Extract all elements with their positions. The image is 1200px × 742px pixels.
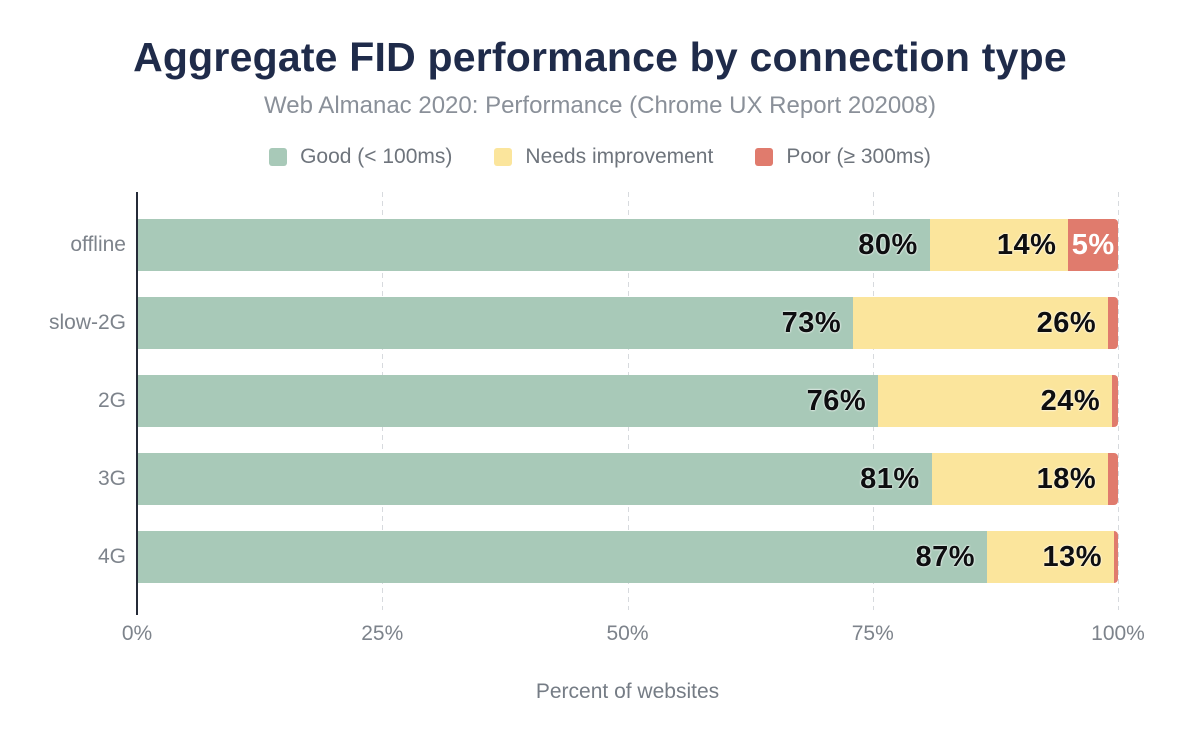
x-axis-ticks: 0% 25% 50% 75% 100%: [122, 622, 1145, 648]
x-tick-label: 75%: [851, 622, 894, 645]
legend-item-good[interactable]: Good (< 100ms): [269, 145, 452, 169]
bar-row-slow-2G: slow-2G 73% 26%: [49, 297, 1118, 349]
bar-segment-good[interactable]: 80%: [137, 219, 930, 271]
x-tick-label: 100%: [1091, 622, 1145, 645]
category-label: 3G: [97, 467, 126, 490]
bar-value-label: 18%: [1036, 462, 1097, 495]
bar-row-offline: offline 80% 14% 5%: [70, 219, 1119, 271]
bar-segment-needs[interactable]: 26%: [853, 297, 1109, 349]
bar-value-label: 14%: [996, 228, 1057, 261]
legend-label: Good (< 100ms): [300, 145, 453, 168]
category-label: 4G: [97, 545, 126, 568]
bar-segment-needs[interactable]: 24%: [878, 375, 1113, 427]
bar-segment-needs[interactable]: 18%: [931, 453, 1109, 505]
chart-subtitle: Web Almanac 2020: Performance (Chrome UX…: [264, 92, 936, 119]
bar-row-2G: 2G 76% 24%: [98, 375, 1118, 427]
gridline: [1118, 192, 1119, 610]
category-label: offline: [70, 233, 126, 256]
plot-area: offline 80% 14% 5% slow-2G 73% 26% 2G 76% 24% 3G 81…: [49, 192, 1119, 615]
chart-title: Aggregate FID performance by connection …: [133, 34, 1067, 80]
bar-segment-good[interactable]: 73%: [137, 297, 854, 349]
x-tick-label: 0%: [121, 622, 153, 645]
bar-segment-needs[interactable]: 13%: [987, 531, 1115, 583]
bar-segment-poor[interactable]: 5%: [1068, 219, 1119, 271]
bar-rows: offline 80% 14% 5% slow-2G 73% 26% 2G 76% 24% 3G 81…: [49, 192, 1119, 610]
bar-segment-poor[interactable]: [1112, 375, 1118, 427]
bar-value-label: 13%: [1042, 540, 1103, 573]
bar-segment-poor[interactable]: [1108, 453, 1118, 505]
legend-item-poor[interactable]: Poor (≥ 300ms): [755, 145, 931, 169]
y-axis-line: [136, 192, 138, 615]
bar-row-3G: 3G 81% 18%: [98, 453, 1118, 505]
bar-value-label: 24%: [1040, 384, 1101, 417]
legend-swatch-icon: [269, 148, 288, 166]
x-tick-label: 50%: [606, 622, 649, 645]
legend-label: Needs improvement: [525, 145, 714, 168]
x-axis-label: Percent of websites: [535, 680, 720, 703]
legend-label: Poor (≥ 300ms): [786, 145, 931, 168]
bar-segment-poor[interactable]: [1114, 531, 1118, 583]
bar-value-label: 76%: [806, 384, 867, 417]
bar-row-4G: 4G 87% 13%: [98, 531, 1118, 583]
category-label: slow-2G: [48, 311, 126, 334]
bar-segment-needs[interactable]: 14%: [929, 219, 1069, 271]
legend-swatch-icon: [755, 148, 774, 166]
bar-segment-poor[interactable]: [1108, 297, 1118, 349]
bar-value-label: 26%: [1036, 306, 1097, 339]
bar-segment-good[interactable]: 87%: [137, 531, 988, 583]
bar-segment-good[interactable]: 81%: [137, 453, 932, 505]
bar-value-label: 81%: [860, 462, 920, 495]
legend: Good (< 100ms) Needs improvement Poor (≥ 3…: [0, 145, 1200, 169]
category-label: 2G: [97, 389, 126, 412]
bar-segment-good[interactable]: 76%: [137, 375, 879, 427]
bar-value-label: 73%: [781, 306, 842, 339]
chart-page: Aggregate FID performance by connection …: [0, 34, 1200, 742]
x-tick-label: 25%: [361, 622, 404, 645]
bar-value-label: 80%: [858, 228, 918, 261]
bar-value-label: 5%: [1071, 228, 1115, 261]
legend-item-needs[interactable]: Needs improvement: [494, 145, 713, 169]
chart-area: offline 80% 14% 5% slow-2G 73% 26% 2G 76% 24% 3G 81…: [49, 192, 1145, 704]
legend-swatch-icon: [494, 148, 513, 166]
bar-value-label: 87%: [915, 540, 976, 573]
